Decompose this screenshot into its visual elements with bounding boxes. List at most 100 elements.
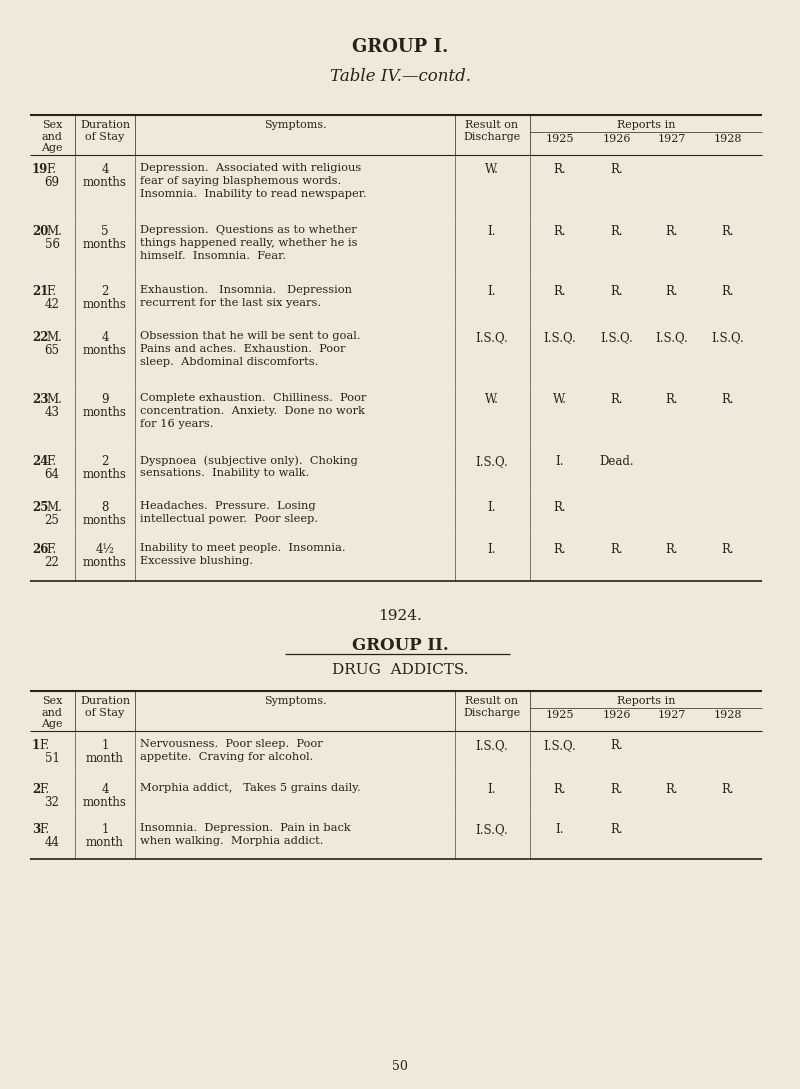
Text: 24: 24: [32, 455, 48, 468]
Text: 65: 65: [45, 344, 59, 357]
Text: M.: M.: [46, 393, 62, 406]
Text: R.: R.: [610, 393, 623, 406]
Text: 42: 42: [45, 298, 59, 311]
Text: Symptoms.: Symptoms.: [264, 696, 326, 706]
Text: sleep.  Abdominal discomforts.: sleep. Abdominal discomforts.: [140, 357, 318, 367]
Text: Excessive blushing.: Excessive blushing.: [140, 556, 253, 566]
Text: M.: M.: [46, 331, 62, 344]
Text: M.: M.: [46, 225, 62, 238]
Text: months: months: [83, 344, 127, 357]
Text: I.S.Q.: I.S.Q.: [544, 739, 576, 752]
Text: R.: R.: [666, 393, 678, 406]
Text: 50: 50: [392, 1060, 408, 1073]
Text: when walking.  Morphia addict.: when walking. Morphia addict.: [140, 836, 323, 846]
Text: I.S.Q.: I.S.Q.: [476, 739, 508, 752]
Text: I.S.Q.: I.S.Q.: [656, 331, 688, 344]
Text: M.: M.: [46, 501, 62, 514]
Text: 19: 19: [32, 163, 48, 176]
Text: I.: I.: [488, 783, 496, 796]
Text: 4: 4: [102, 783, 109, 796]
Text: 4: 4: [102, 331, 109, 344]
Text: I.S.Q.: I.S.Q.: [544, 331, 576, 344]
Text: 9: 9: [102, 393, 109, 406]
Text: months: months: [83, 556, 127, 568]
Text: Sex
and
Age: Sex and Age: [42, 696, 62, 730]
Text: R.: R.: [722, 285, 734, 298]
Text: month: month: [86, 836, 124, 849]
Text: R.: R.: [610, 739, 623, 752]
Text: R.: R.: [722, 225, 734, 238]
Text: R.: R.: [722, 393, 734, 406]
Text: concentration.  Anxiety.  Done no work: concentration. Anxiety. Done no work: [140, 406, 365, 416]
Text: Table IV.—contd.: Table IV.—contd.: [330, 68, 470, 85]
Text: R.: R.: [554, 543, 566, 556]
Text: months: months: [83, 238, 127, 250]
Text: F.: F.: [46, 163, 56, 176]
Text: Reports in: Reports in: [617, 696, 675, 706]
Text: 22: 22: [45, 556, 59, 568]
Text: Morphia addict,   Takes 5 grains daily.: Morphia addict, Takes 5 grains daily.: [140, 783, 361, 793]
Text: GROUP I.: GROUP I.: [352, 38, 448, 56]
Text: months: months: [83, 468, 127, 481]
Text: R.: R.: [610, 163, 623, 176]
Text: I.: I.: [488, 543, 496, 556]
Text: 1927: 1927: [658, 134, 686, 144]
Text: 3: 3: [32, 823, 40, 836]
Text: Sex
and
Age: Sex and Age: [42, 120, 62, 154]
Text: 1926: 1926: [602, 710, 631, 720]
Text: Insomnia.  Depression.  Pain in back: Insomnia. Depression. Pain in back: [140, 823, 350, 833]
Text: 1927: 1927: [658, 710, 686, 720]
Text: R.: R.: [610, 823, 623, 836]
Text: months: months: [83, 796, 127, 809]
Text: Reports in: Reports in: [617, 120, 675, 130]
Text: for 16 years.: for 16 years.: [140, 419, 214, 429]
Text: R.: R.: [554, 285, 566, 298]
Text: Complete exhaustion.  Chilliness.  Poor: Complete exhaustion. Chilliness. Poor: [140, 393, 366, 403]
Text: F.: F.: [46, 455, 56, 468]
Text: Inability to meet people.  Insomnia.: Inability to meet people. Insomnia.: [140, 543, 346, 553]
Text: 1: 1: [102, 823, 109, 836]
Text: 25: 25: [45, 514, 59, 527]
Text: 4½: 4½: [95, 543, 114, 556]
Text: GROUP II.: GROUP II.: [352, 637, 448, 654]
Text: 51: 51: [45, 752, 59, 764]
Text: intellectual power.  Poor sleep.: intellectual power. Poor sleep.: [140, 514, 318, 524]
Text: F.: F.: [39, 739, 49, 752]
Text: Depression.  Associated with religious: Depression. Associated with religious: [140, 163, 362, 173]
Text: R.: R.: [554, 225, 566, 238]
Text: 64: 64: [45, 468, 59, 481]
Text: appetite.  Craving for alcohol.: appetite. Craving for alcohol.: [140, 752, 314, 762]
Text: Duration
of Stay: Duration of Stay: [80, 120, 130, 142]
Text: F.: F.: [39, 783, 49, 796]
Text: Result on
Discharge: Result on Discharge: [463, 696, 521, 718]
Text: 23: 23: [32, 393, 49, 406]
Text: I.: I.: [556, 823, 564, 836]
Text: 20: 20: [32, 225, 48, 238]
Text: 44: 44: [45, 836, 59, 849]
Text: I.: I.: [556, 455, 564, 468]
Text: 5: 5: [102, 225, 109, 238]
Text: 1926: 1926: [602, 134, 631, 144]
Text: 43: 43: [45, 406, 59, 419]
Text: Headaches.  Pressure.  Losing: Headaches. Pressure. Losing: [140, 501, 316, 511]
Text: fear of saying blasphemous words.: fear of saying blasphemous words.: [140, 176, 342, 186]
Text: 21: 21: [32, 285, 48, 298]
Text: months: months: [83, 406, 127, 419]
Text: himself.  Insomnia.  Fear.: himself. Insomnia. Fear.: [140, 250, 286, 261]
Text: F.: F.: [39, 823, 49, 836]
Text: W.: W.: [485, 163, 499, 176]
Text: recurrent for the last six years.: recurrent for the last six years.: [140, 298, 321, 308]
Text: Pains and aches.  Exhaustion.  Poor: Pains and aches. Exhaustion. Poor: [140, 344, 346, 354]
Text: Result on
Discharge: Result on Discharge: [463, 120, 521, 142]
Text: 1: 1: [102, 739, 109, 752]
Text: R.: R.: [666, 543, 678, 556]
Text: I.: I.: [488, 501, 496, 514]
Text: 32: 32: [45, 796, 59, 809]
Text: R.: R.: [666, 285, 678, 298]
Text: R.: R.: [610, 543, 623, 556]
Text: R.: R.: [722, 543, 734, 556]
Text: I.S.Q.: I.S.Q.: [712, 331, 744, 344]
Text: Dead.: Dead.: [600, 455, 634, 468]
Text: 1925: 1925: [546, 134, 574, 144]
Text: I.S.Q.: I.S.Q.: [476, 331, 508, 344]
